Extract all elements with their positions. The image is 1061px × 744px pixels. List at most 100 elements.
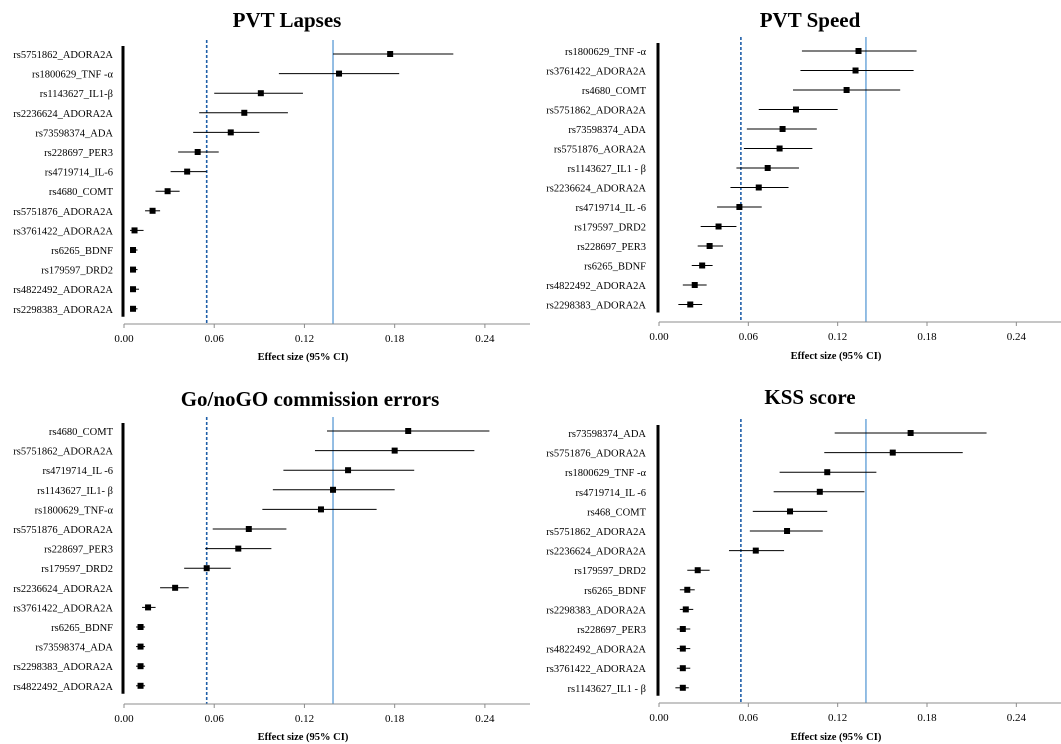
x-tick-label: 0.18 (917, 331, 937, 343)
point-estimate-marker (203, 565, 210, 572)
row-label: rs1800629_TNF -α (565, 468, 647, 479)
x-tick-label: 0.06 (739, 712, 759, 724)
row-label: rs4822492_ADORA2A (546, 645, 646, 656)
row-label: rs73598374_ADA (35, 128, 113, 139)
point-estimate-marker (184, 168, 191, 175)
panel-title: KSS score (764, 385, 855, 409)
point-estimate-marker (694, 567, 701, 574)
point-estimate-marker (130, 266, 137, 273)
row-label: rs1800629_TNF -α (32, 70, 114, 81)
point-estimate-marker (679, 665, 686, 672)
row-label: rs6265_BDNF (584, 586, 646, 597)
row-label: rs179597_DRD2 (41, 266, 113, 277)
x-tick-label: 0.12 (828, 331, 847, 343)
point-estimate-marker (787, 508, 794, 515)
row-label: rs1143627_IL1- β (37, 486, 113, 497)
row-label: rs4680_COMT (49, 187, 114, 198)
row-label: rs2236624_ADORA2A (13, 584, 113, 595)
row-label: rs4719714_IL -6 (576, 488, 646, 499)
point-estimate-marker (684, 586, 691, 593)
x-tick-label: 0.06 (205, 713, 225, 725)
x-tick-label: 0.00 (649, 712, 669, 724)
x-tick-label: 0.00 (114, 713, 134, 725)
row-label: rs179597_DRD2 (574, 566, 646, 577)
point-estimate-marker (164, 188, 171, 195)
row-label: rs2236624_ADORA2A (13, 109, 113, 120)
row-label: rs2298383_ADORA2A (546, 605, 646, 616)
point-estimate-marker (405, 428, 412, 434)
point-estimate-marker (137, 663, 144, 670)
point-estimate-marker (855, 48, 862, 54)
row-label: rs179597_DRD2 (41, 564, 113, 575)
x-axis-title: Effect size (95% CI) (258, 352, 349, 363)
row-label: rs4822492_ADORA2A (13, 285, 113, 296)
forest-panel: Go/noGO commission errors 0.00 0.06 0.12 0.1… (13, 387, 530, 743)
x-axis-title: Effect size (95% CI) (791, 732, 882, 743)
row-label: rs4680_COMT (49, 427, 114, 438)
x-tick-label: 0.12 (828, 712, 847, 724)
row-label: rs2298383_ADORA2A (546, 301, 646, 312)
row-label: rs2298383_ADORA2A (13, 662, 113, 673)
x-tick-label: 0.24 (475, 713, 495, 725)
point-estimate-marker (137, 682, 144, 689)
row-label: rs6265_BDNF (51, 623, 113, 634)
point-estimate-marker (843, 87, 850, 93)
point-estimate-marker (752, 547, 759, 554)
row-label: rs6265_BDNF (584, 262, 646, 273)
point-estimate-marker (245, 526, 252, 532)
point-estimate-marker (130, 305, 137, 312)
row-label: rs5751876_AORA2A (554, 145, 647, 156)
point-estimate-marker (130, 247, 137, 253)
point-estimate-marker (149, 207, 156, 214)
point-estimate-marker (387, 51, 394, 57)
point-estimate-marker (699, 262, 706, 269)
x-tick-label: 0.12 (295, 333, 314, 345)
point-estimate-marker (130, 286, 137, 293)
point-estimate-marker (715, 223, 722, 230)
point-estimate-marker (736, 204, 743, 210)
panel-title: Go/noGO commission errors (181, 387, 440, 411)
point-estimate-marker (907, 430, 914, 436)
point-estimate-marker (137, 624, 144, 630)
point-estimate-marker (679, 626, 686, 632)
row-label: rs228697_PER3 (577, 242, 646, 253)
point-estimate-marker (852, 67, 859, 74)
row-label: rs228697_PER3 (577, 625, 646, 636)
row-label: rs468_COMT (587, 507, 647, 518)
point-estimate-marker (691, 282, 698, 288)
x-tick-label: 0.18 (385, 713, 405, 725)
row-label: rs1800629_TNF-α (35, 505, 114, 516)
row-label: rs5751876_ADORA2A (13, 525, 113, 536)
point-estimate-marker (792, 106, 799, 113)
row-label: rs73598374_ADA (568, 429, 646, 440)
row-label: rs5751862_ADORA2A (13, 50, 113, 61)
point-estimate-marker (345, 467, 352, 474)
point-estimate-marker (330, 486, 337, 493)
point-estimate-marker (687, 301, 694, 308)
row-label: rs5751862_ADORA2A (13, 447, 113, 458)
point-estimate-marker (131, 227, 138, 234)
row-label: rs4719714_IL-6 (45, 168, 113, 179)
row-label: rs6265_BDNF (51, 246, 113, 257)
row-label: rs2236624_ADORA2A (546, 184, 646, 195)
x-tick-label: 0.00 (114, 333, 134, 345)
row-label: rs4680_COMT (582, 86, 647, 97)
point-estimate-marker (755, 184, 762, 191)
point-estimate-marker (784, 528, 791, 534)
point-estimate-marker (682, 606, 689, 613)
forest-panel: PVT Speed 0.00 0.06 0.12 0.18 0.24 Effect size… (546, 8, 1061, 362)
row-label: rs4719714_IL -6 (576, 203, 646, 214)
point-estimate-marker (227, 129, 234, 136)
row-label: rs73598374_ADA (35, 643, 113, 654)
point-estimate-marker (779, 126, 786, 132)
panel-title: PVT Lapses (233, 8, 342, 32)
row-label: rs3761422_ADORA2A (546, 67, 646, 78)
row-label: rs2236624_ADORA2A (546, 547, 646, 558)
x-tick-label: 0.18 (385, 333, 405, 345)
row-label: rs3761422_ADORA2A (13, 603, 113, 614)
x-tick-label: 0.24 (1007, 712, 1027, 724)
point-estimate-marker (317, 506, 324, 513)
row-label: rs5751876_ADORA2A (546, 449, 646, 460)
row-label: rs1143627_IL1 - β (568, 684, 646, 695)
row-label: rs1143627_IL1 - β (568, 164, 646, 175)
